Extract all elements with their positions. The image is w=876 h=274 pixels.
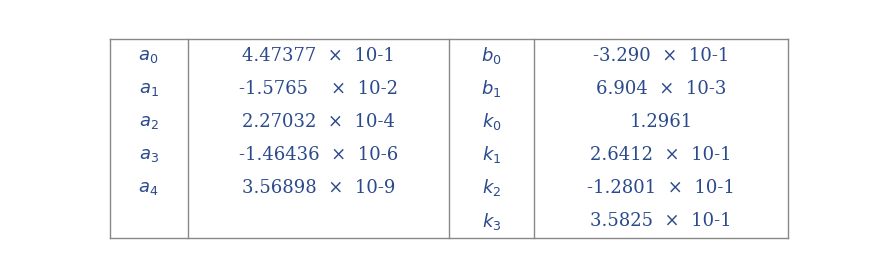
Text: -1.46436  ×  10-6: -1.46436 × 10-6 [238, 146, 398, 164]
Text: $k_2$: $k_2$ [482, 178, 501, 198]
Text: $k_3$: $k_3$ [482, 210, 501, 232]
Text: $a_3$: $a_3$ [138, 146, 159, 164]
Text: $a_2$: $a_2$ [138, 113, 159, 131]
Text: -1.2801  ×  10-1: -1.2801 × 10-1 [587, 179, 735, 197]
Text: $a_1$: $a_1$ [138, 80, 159, 98]
Text: $b_0$: $b_0$ [481, 45, 502, 66]
Text: $b_1$: $b_1$ [481, 78, 502, 99]
Text: 4.47377  ×  10-1: 4.47377 × 10-1 [242, 47, 395, 65]
Text: -1.5765    ×  10-2: -1.5765 × 10-2 [239, 80, 398, 98]
Text: 2.27032  ×  10-4: 2.27032 × 10-4 [242, 113, 395, 131]
Text: $a_0$: $a_0$ [138, 47, 159, 65]
Text: 2.6412  ×  10-1: 2.6412 × 10-1 [590, 146, 732, 164]
Text: 1.2961: 1.2961 [630, 113, 693, 131]
Text: $k_1$: $k_1$ [482, 144, 501, 165]
Text: 6.904  ×  10-3: 6.904 × 10-3 [596, 80, 726, 98]
Text: 3.5825  ×  10-1: 3.5825 × 10-1 [590, 212, 732, 230]
Text: -3.290  ×  10-1: -3.290 × 10-1 [593, 47, 730, 65]
Text: 3.56898  ×  10-9: 3.56898 × 10-9 [242, 179, 395, 197]
Text: $k_0$: $k_0$ [482, 111, 501, 132]
Text: $a_4$: $a_4$ [138, 179, 159, 197]
